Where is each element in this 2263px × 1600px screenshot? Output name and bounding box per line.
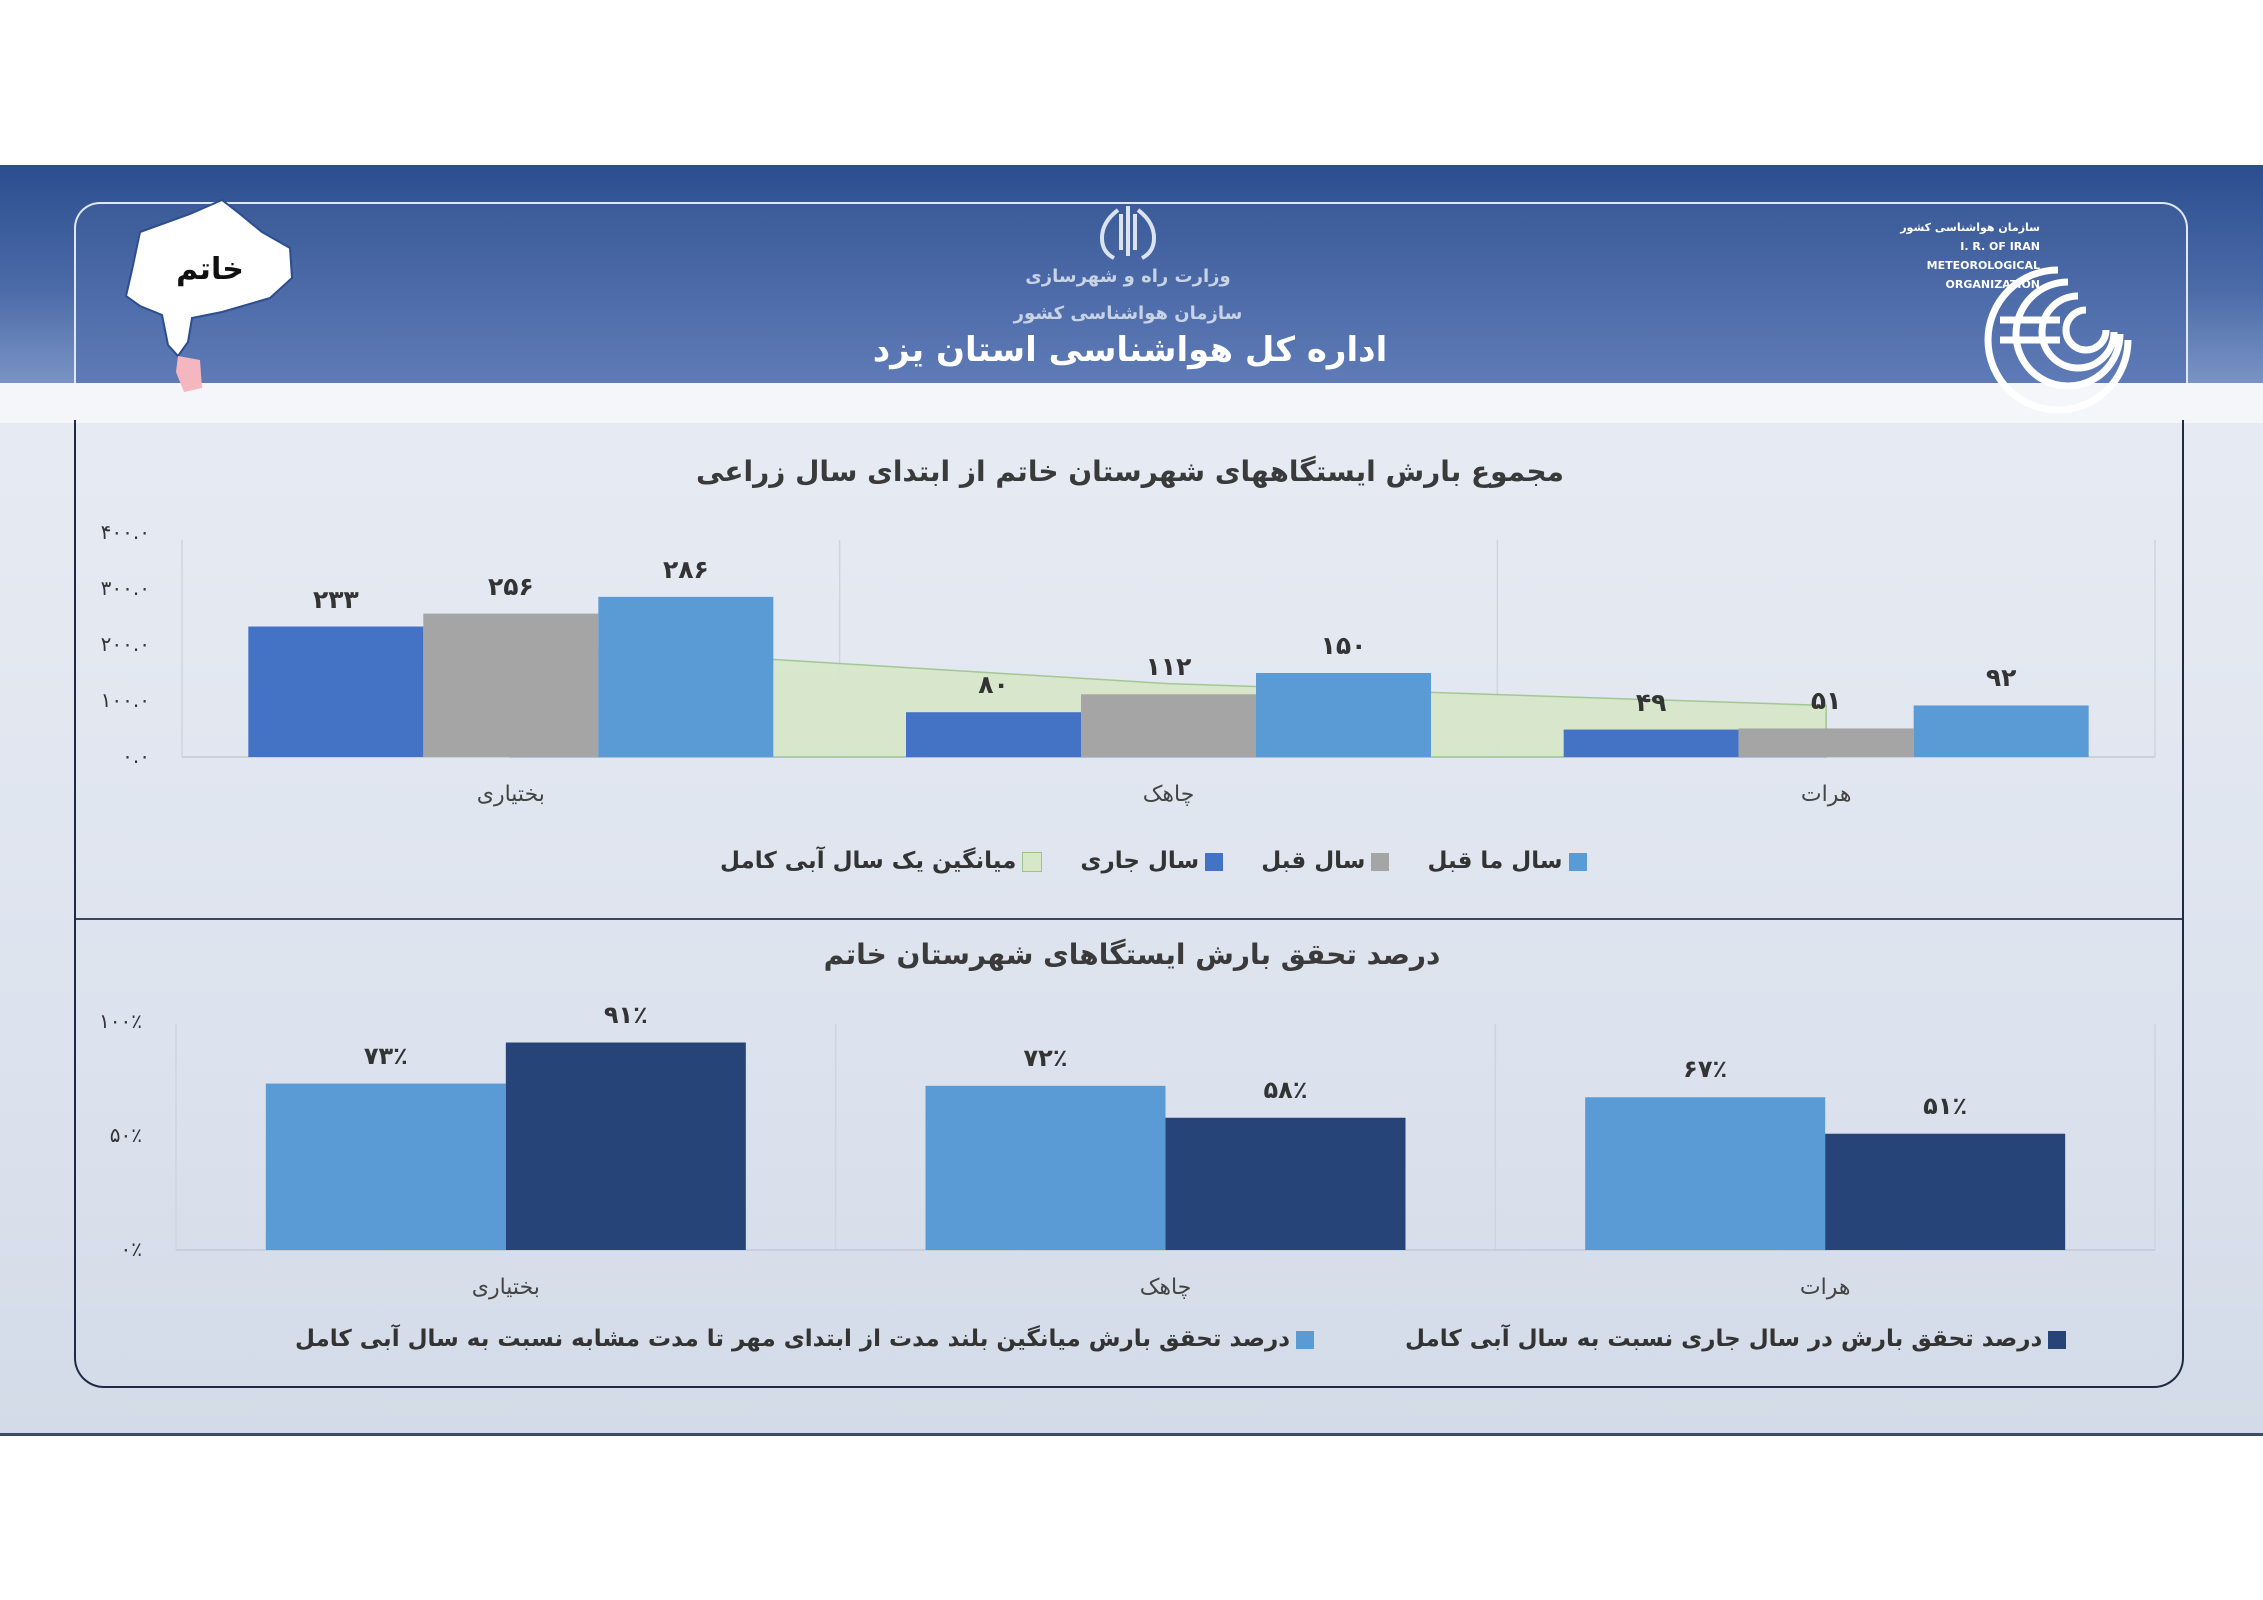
chart2-bar-current <box>1165 1117 1406 1250</box>
chart1-category-label: بختیاری <box>476 782 545 807</box>
logo-line-1: I. R. OF IRAN <box>1960 240 2040 253</box>
chart2-data-label: ۷۳٪ <box>363 1041 408 1070</box>
legend-item-longterm-average: میانگین یک سال آبی کامل <box>720 848 1048 874</box>
chart1-title: مجموع بارش ایستگاههای شهرستان خاتم از اب… <box>696 455 1564 488</box>
chart2-y-tick: ۱۰۰٪ <box>99 1009 142 1033</box>
chart1-y-tick: ۳۰۰.۰ <box>100 576 150 600</box>
chart2-data-label: ۶۷٪ <box>1683 1055 1728 1084</box>
chart1-y-tick: ۲۰۰.۰ <box>100 632 150 656</box>
chart1-y-tick: ۰.۰ <box>122 744 150 768</box>
chart2-legend-item-current: درصد تحقق بارش در سال جاری نسبت به سال آ… <box>1405 1326 2072 1352</box>
chart1-data-label: ۲۳۳ <box>312 584 359 614</box>
chart1-bar-two-years-ago <box>1913 705 2089 757</box>
chart1-bar-prev-year <box>1081 694 1256 757</box>
chart1-legend: سال ما قبل سال قبل سال جاری میانگین یک س… <box>720 848 1593 874</box>
chart2-bar-longterm <box>1585 1097 1826 1250</box>
organization-name: سازمان هواشناسی کشور <box>1013 303 1243 324</box>
legend-item-current-year: سال جاری <box>1080 848 1229 874</box>
chart1-data-label: ۸۰ <box>978 670 1009 700</box>
chart2-data-label: ۵۸٪ <box>1263 1075 1308 1104</box>
logo-line-fa: سازمان هواشناسی کشور <box>1900 221 2040 234</box>
office-title: اداره کل هواشناسی استان یزد <box>872 330 1388 370</box>
ministry-name: وزارت راه و شهرسازی <box>1025 266 1231 287</box>
chart1-bar-two-years-ago <box>598 596 774 757</box>
chart2-title: درصد تحقق بارش ایستگاهای شهرستان خاتم <box>823 938 1441 971</box>
chart2-category-label: بختیاری <box>471 1275 540 1300</box>
content-background <box>0 390 2263 1435</box>
chart1-data-label: ۱۱۲ <box>1145 652 1192 682</box>
chart2-category-label: چاهک <box>1139 1275 1192 1300</box>
header-separator-strip <box>0 383 2263 423</box>
chart2-y-tick: ۰٪ <box>120 1237 142 1261</box>
chart2-data-label: ۵۱٪ <box>1923 1091 1968 1120</box>
chart1-data-label: ۲۸۶ <box>662 554 709 584</box>
chart2-y-tick: ۵۰٪ <box>109 1123 142 1147</box>
chart1-data-label: ۴۹ <box>1635 687 1667 717</box>
bottom-rule <box>0 1433 2263 1436</box>
logo-line-2: METEOROLOGICAL <box>1926 259 2040 272</box>
chart1-data-label: ۲۵۶ <box>487 571 534 601</box>
chart2-legend-item-longterm: درصد تحقق بارش میانگین بلند مدت از ابتدا… <box>295 1326 1320 1352</box>
chart1-bar-two-years-ago <box>1256 673 1431 757</box>
chart1-data-label: ۱۵۰ <box>1320 631 1367 660</box>
legend-item-two-years-ago: سال ما قبل <box>1427 848 1592 874</box>
chart1-bar-prev-year <box>423 613 599 757</box>
chart1-category-label: هرات <box>1800 782 1852 807</box>
header-frame <box>74 202 2188 388</box>
legend-item-prev-year: سال قبل <box>1261 848 1395 874</box>
chart1-data-label: ۵۱ <box>1810 686 1842 716</box>
content-frame <box>74 420 2184 1388</box>
chart1-bar-current-year <box>906 712 1081 757</box>
chart2-category-label: هرات <box>1799 1275 1851 1300</box>
chart1-category-label: چاهک <box>1142 782 1195 807</box>
logo-line-3: ORGANIZATION <box>1945 278 2040 291</box>
chart2-bar-longterm <box>265 1083 506 1250</box>
chart1-data-label: ۹۲ <box>1985 663 2017 693</box>
chart2-bar-current <box>505 1042 746 1250</box>
chart1-bar-prev-year <box>1738 728 1914 757</box>
region-label: خاتم <box>176 252 244 287</box>
chart1-y-tick: ۱۰۰.۰ <box>100 688 150 712</box>
chart1-y-tick: ۴۰۰.۰ <box>100 520 150 544</box>
chart2-data-label: ۷۲٪ <box>1023 1043 1068 1072</box>
logo-text-block: سازمان هواشناسی کشور I. R. OF IRAN METEO… <box>1900 218 2040 294</box>
chart2-data-label: ۹۱٪ <box>603 1000 648 1029</box>
chart1-bar-current-year <box>248 626 424 757</box>
chart2-bar-longterm <box>925 1085 1166 1250</box>
chart2-bar-current <box>1825 1133 2066 1250</box>
chart-divider <box>76 918 2182 920</box>
chart1-bar-current-year <box>1563 729 1739 757</box>
